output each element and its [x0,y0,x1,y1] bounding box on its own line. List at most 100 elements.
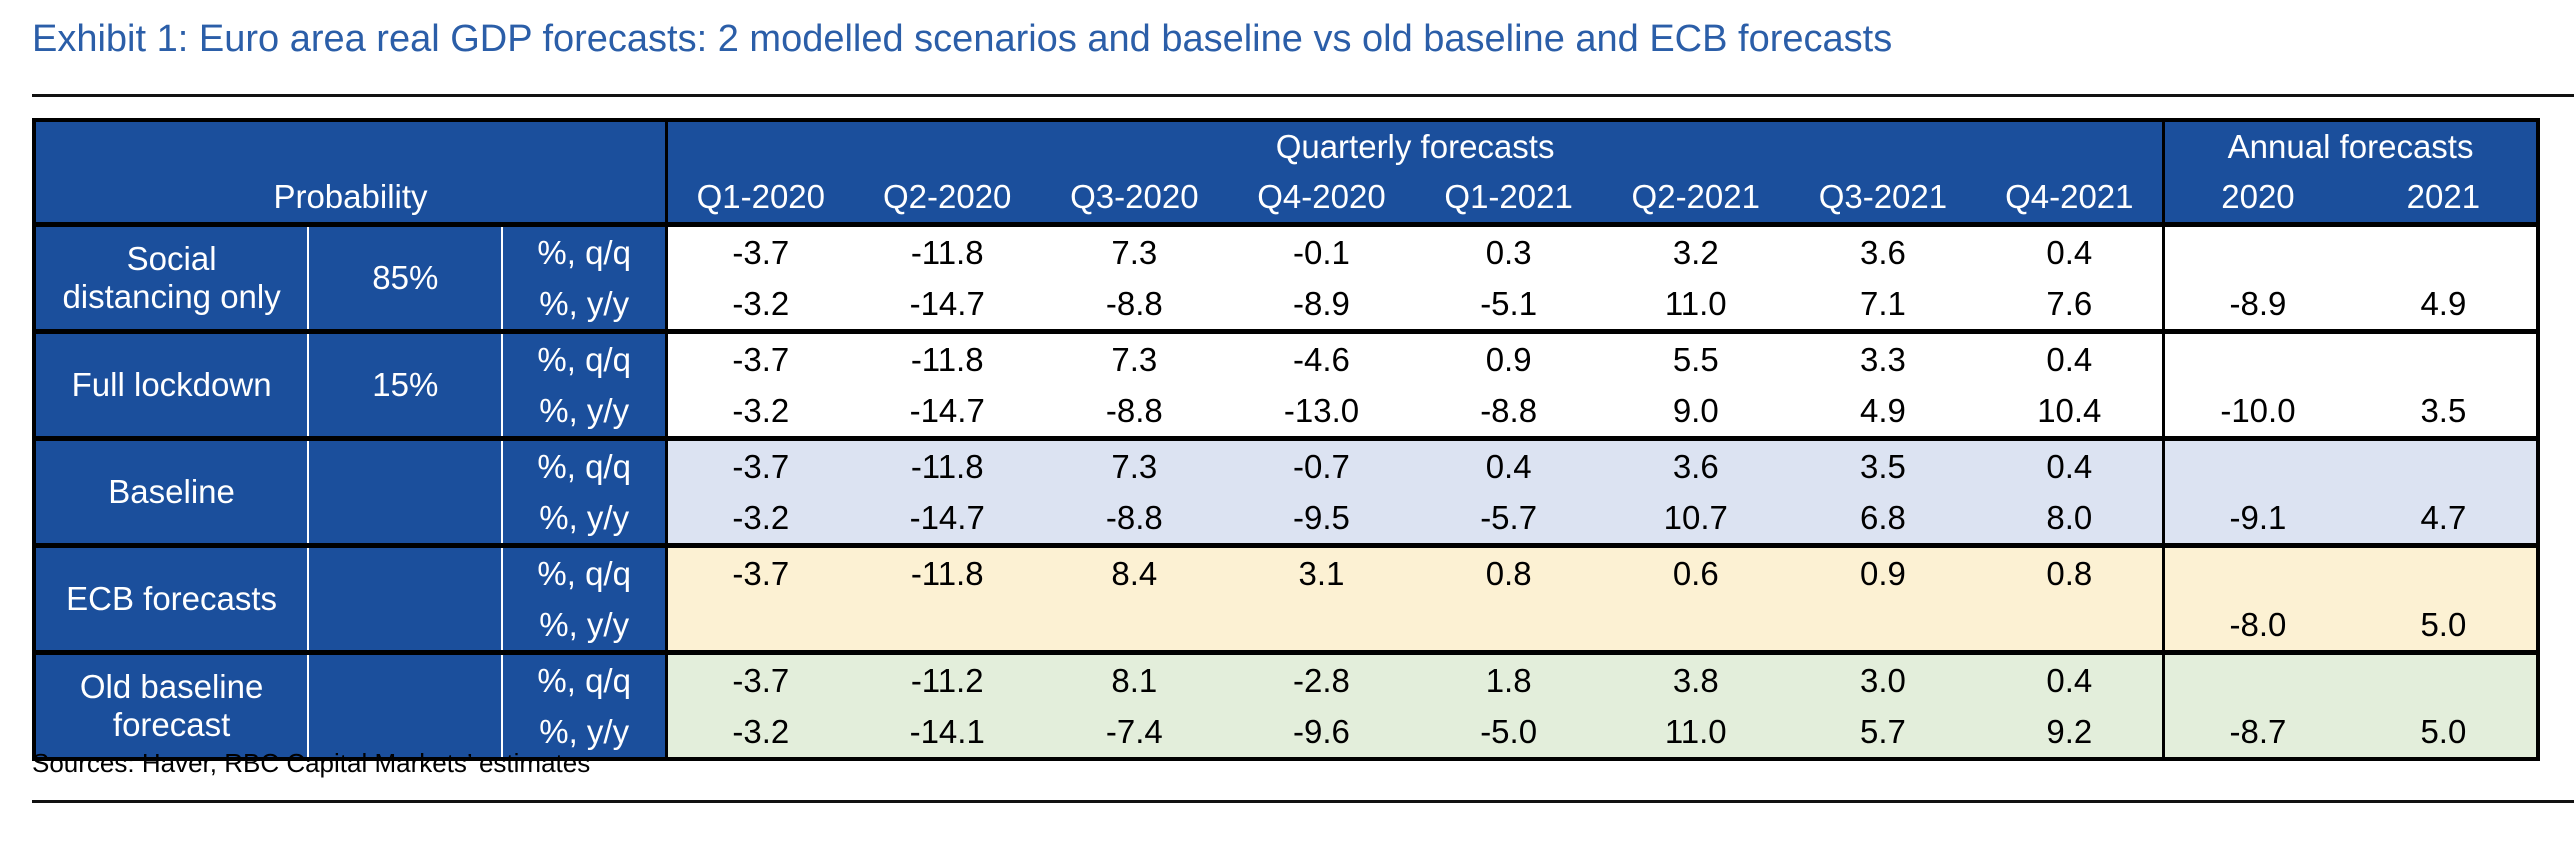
scenario-label-line: distancing only [62,278,281,315]
annual-value-cell: 4.7 [2350,492,2538,546]
quarterly-value-cell: 0.9 [1789,543,1977,599]
quarterly-value-cell: -3.7 [664,543,854,599]
unit-label: %, q/q [501,436,667,492]
top-rule [32,94,2574,97]
quarterly-value-cell: 3.6 [1789,222,1977,278]
quarterly-value-cell: -3.7 [664,650,854,706]
quarterly-value-cell: -7.4 [1040,706,1228,759]
quarterly-group-header: Quarterly forecasts [664,120,2164,172]
table-row: Social distancing only 85%%, q/q -3.7 -11.8 7… [34,222,2538,332]
quarterly-value-cell: -13.0 [1227,385,1416,439]
quarterly-value-cell [1602,599,1790,653]
quarterly-value-cell [1976,599,2164,653]
quarterly-value-cell: 3.3 [1789,329,1977,385]
annual-value-cell [2350,436,2538,492]
quarterly-value-cell: 8.0 [1976,492,2164,546]
probability-cell: 85% [307,222,503,332]
col-header-q: Q2-2021 [1602,172,1790,225]
quarterly-value-cell: -9.6 [1227,706,1416,759]
quarterly-value-cell: 3.0 [1789,650,1977,706]
table-row: %, y/y -3.2 -14.7 -8.8 -8.9 -5.1 11.0 7.1 7.6 -8.… [34,278,2538,332]
annual-value-cell: -8.0 [2162,599,2351,653]
quarterly-value-cell: 4.9 [1789,385,1977,439]
scenario-label-line: Baseline [108,473,235,510]
quarterly-value-cell [1415,599,1603,653]
annual-value-cell [2162,222,2351,278]
annual-value-cell [2162,543,2351,599]
header-blank [34,120,667,172]
table-row: %, y/y -3.2 -14.1 -7.4 -9.6 -5.0 11.0 5.7 9.2 -8.… [34,706,2538,759]
probability-cell [307,650,503,759]
probability-cell [307,543,503,653]
forecast-table: Quarterly forecasts Annual forecasts Pro… [32,118,2540,761]
quarterly-value-cell: -2.8 [1227,650,1416,706]
unit-label: %, q/q [501,222,667,278]
col-header-q: Q3-2020 [1040,172,1228,225]
quarterly-value-cell: -14.7 [853,278,1041,332]
scenario-label: Social distancing only [34,222,309,332]
quarterly-value-cell: -8.8 [1040,385,1228,439]
quarterly-value-cell: -11.8 [853,436,1041,492]
quarterly-value-cell: 0.4 [1976,329,2164,385]
quarterly-value-cell: -5.7 [1415,492,1603,546]
quarterly-value-cell: 7.1 [1789,278,1977,332]
scenario-label: Baseline [34,436,309,546]
annual-value-cell [2162,329,2351,385]
quarterly-value-cell: 0.4 [1976,650,2164,706]
bottom-rule [32,800,2574,803]
col-header-q: Q1-2020 [664,172,854,225]
unit-label: %, y/y [501,706,667,759]
quarterly-value-cell: -8.8 [1040,278,1228,332]
quarterly-value-cell: 0.3 [1415,222,1603,278]
quarterly-value-cell: 0.9 [1415,329,1603,385]
col-header-q: Q2-2020 [853,172,1041,225]
header-row-groups: Quarterly forecasts Annual forecasts [34,120,2538,172]
quarterly-value-cell: 8.4 [1040,543,1228,599]
table-row: %, y/y -3.2 -14.7 -8.8 -9.5 -5.7 10.7 6.8 8.0 -9.… [34,492,2538,546]
quarterly-value-cell: -3.2 [664,278,854,332]
table-row: %, y/y -8.0 5.0 [34,599,2538,653]
quarterly-value-cell: 11.0 [1602,278,1790,332]
annual-group-header: Annual forecasts [2162,120,2538,172]
quarterly-value-cell: 7.3 [1040,436,1228,492]
quarterly-value-cell: 0.8 [1976,543,2164,599]
quarterly-value-cell: 5.5 [1602,329,1790,385]
table-row: %, y/y -3.2 -14.7 -8.8 -13.0 -8.8 9.0 4.9 10.4 -1… [34,385,2538,439]
page-title: Exhibit 1: Euro area real GDP forecasts:… [32,18,1893,60]
quarterly-value-cell: -0.7 [1227,436,1416,492]
quarterly-value-cell: 3.6 [1602,436,1790,492]
quarterly-value-cell: 9.0 [1602,385,1790,439]
table-row: ECB forecasts%, q/q -3.7 -11.8 8.4 3.1 0.8 0.6… [34,543,2538,653]
quarterly-value-cell: -11.2 [853,650,1041,706]
annual-value-cell [2350,222,2538,278]
quarterly-value-cell: 7.6 [1976,278,2164,332]
table-row: Full lockdown 15%%, q/q -3.7 -11.8 7.3 -4.6 0.… [34,329,2538,439]
quarterly-value-cell: 3.1 [1227,543,1416,599]
quarterly-value-cell: -11.8 [853,329,1041,385]
quarterly-value-cell: 11.0 [1602,706,1790,759]
quarterly-value-cell: -9.5 [1227,492,1416,546]
quarterly-value-cell: 6.8 [1789,492,1977,546]
quarterly-value-cell: 3.8 [1602,650,1790,706]
forecast-table-container: Quarterly forecasts Annual forecasts Pro… [32,118,2540,761]
quarterly-value-cell: 0.8 [1415,543,1603,599]
quarterly-value-cell: -8.9 [1227,278,1416,332]
annual-value-cell [2350,329,2538,385]
quarterly-value-cell: 3.5 [1789,436,1977,492]
annual-value-cell: -8.7 [2162,706,2351,759]
quarterly-value-cell: -3.2 [664,492,854,546]
quarterly-value-cell: -5.1 [1415,278,1603,332]
quarterly-value-cell: -3.7 [664,222,854,278]
col-header-q: Q4-2021 [1976,172,2164,225]
quarterly-value-cell: 0.4 [1415,436,1603,492]
unit-label: %, q/q [501,329,667,385]
quarterly-value-cell [664,599,854,653]
quarterly-value-cell: -14.1 [853,706,1041,759]
quarterly-value-cell: 8.1 [1040,650,1228,706]
quarterly-value-cell: 7.3 [1040,329,1228,385]
annual-value-cell [2162,650,2351,706]
quarterly-value-cell: -11.8 [853,222,1041,278]
quarterly-value-cell: -5.0 [1415,706,1603,759]
unit-label: %, y/y [501,278,667,332]
table-row: Old baseline forecast %, q/q -3.7 -11.2 8.1 -2… [34,650,2538,759]
